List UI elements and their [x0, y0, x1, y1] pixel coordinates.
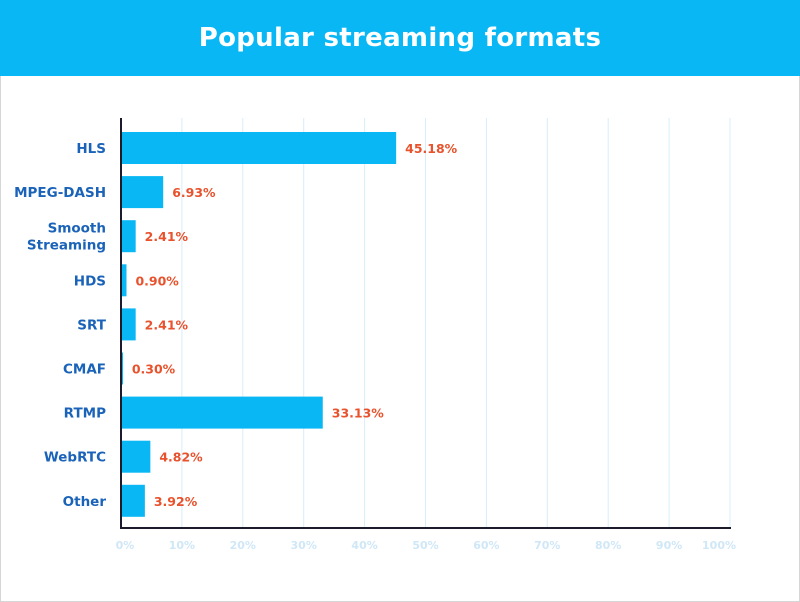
value-label: 6.93%: [172, 185, 216, 200]
x-tick-label: 0%: [116, 539, 135, 552]
value-label: 2.41%: [145, 229, 189, 244]
bar: [121, 176, 164, 209]
category-label: SRT: [77, 317, 107, 333]
value-label: 4.82%: [159, 450, 203, 465]
value-label: 0.90%: [135, 273, 179, 288]
bar: [121, 484, 145, 517]
category-label: CMAF: [63, 362, 106, 378]
category-label: RTMP: [64, 406, 106, 422]
category-label: Smooth Streaming: [27, 221, 106, 254]
x-tick-label: 40%: [351, 539, 377, 552]
x-tick-label: 20%: [230, 539, 256, 552]
x-tick-label: 80%: [595, 539, 621, 552]
x-tick-label: 30%: [291, 539, 317, 552]
x-tick-label: 50%: [412, 539, 438, 552]
category-label: HLS: [76, 141, 106, 157]
bar: [121, 440, 151, 473]
bar: [121, 396, 323, 429]
chart-title: Popular streaming formats: [198, 23, 602, 53]
category-label: Other: [63, 494, 107, 510]
value-label: 3.92%: [154, 494, 198, 509]
x-tick-label: 70%: [534, 539, 560, 552]
category-label: HDS: [74, 273, 106, 289]
value-label: 2.41%: [145, 317, 189, 332]
x-tick-label: 10%: [169, 539, 195, 552]
title-banner: Popular streaming formats: [0, 0, 800, 76]
category-label: WebRTC: [44, 450, 106, 466]
x-tick-label: 100%: [702, 539, 736, 552]
value-label: 0.30%: [132, 362, 176, 377]
category-label: MPEG-DASH: [14, 185, 106, 201]
value-label: 45.18%: [405, 141, 458, 156]
bar: [121, 220, 136, 253]
bar: [121, 132, 397, 164]
x-tick-label: 60%: [473, 539, 499, 552]
bar: [121, 264, 127, 297]
value-label: 33.13%: [332, 406, 385, 421]
bar: [121, 308, 136, 341]
x-tick-label: 90%: [656, 539, 682, 552]
